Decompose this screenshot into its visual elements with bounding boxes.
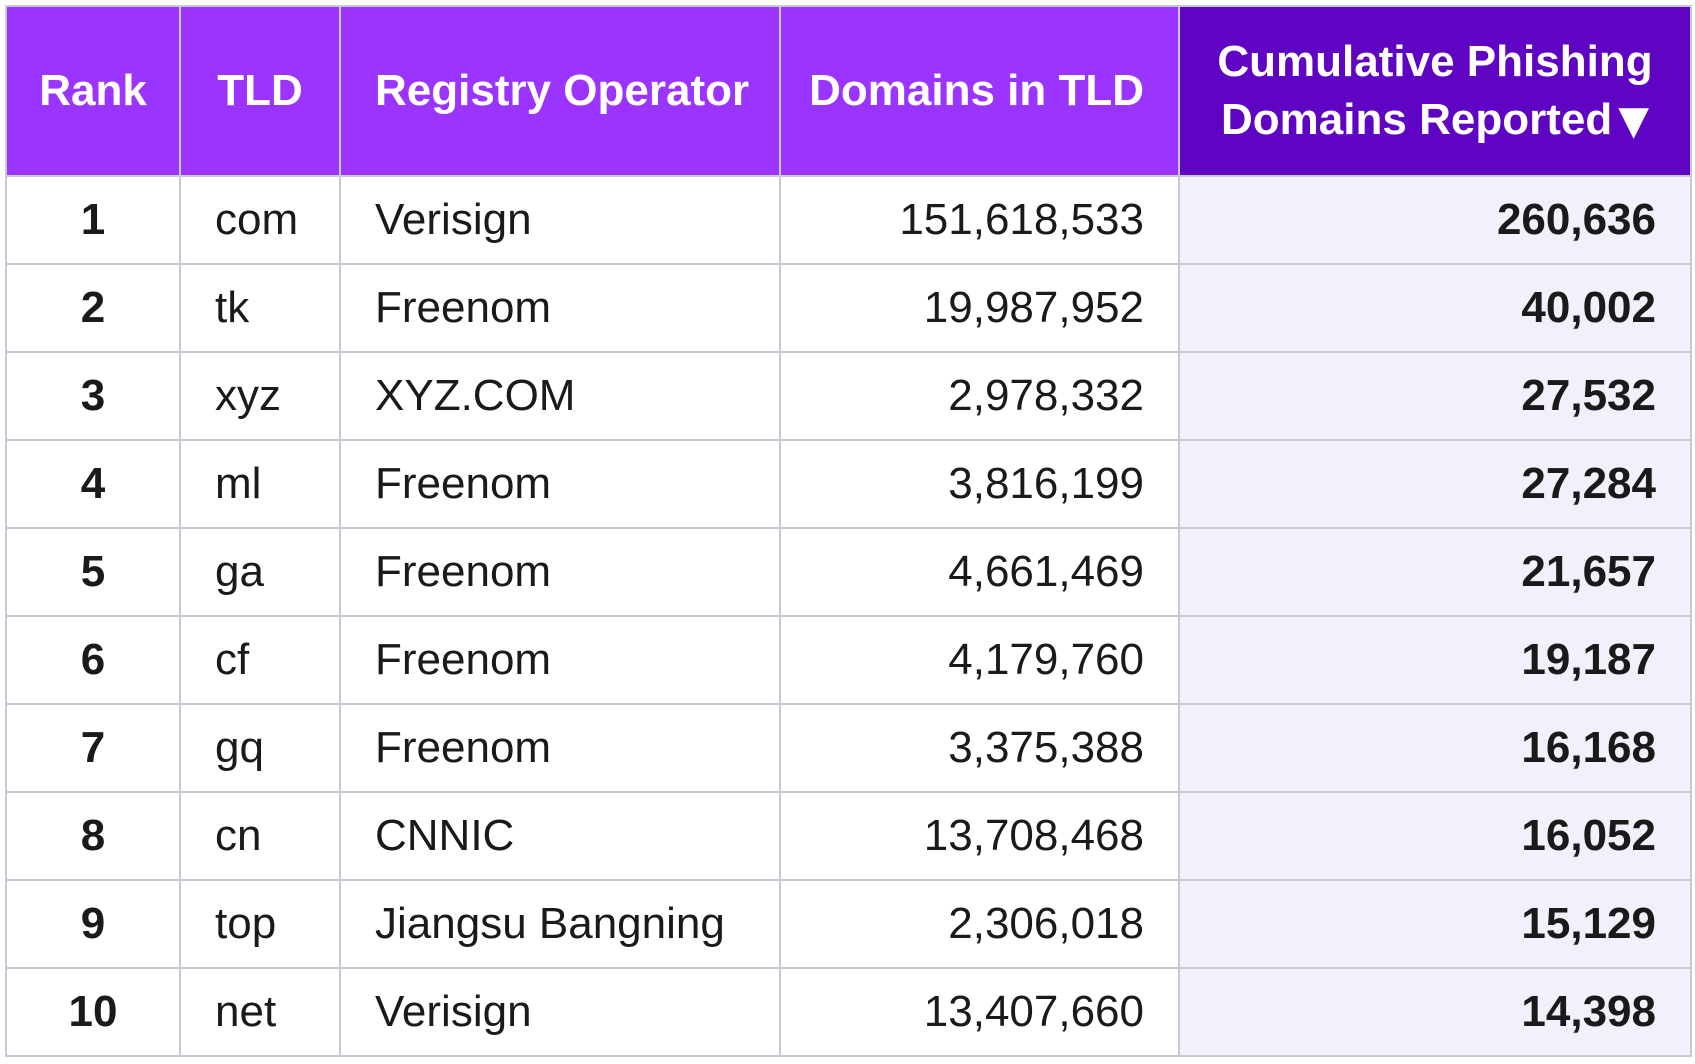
table-header: Rank TLD Registry Operator Domains in TL… xyxy=(5,5,1692,177)
cell-cumulative-phishing: 16,052 xyxy=(1178,791,1692,881)
cell-rank: 2 xyxy=(5,263,181,353)
cell-registry-operator: Verisign xyxy=(339,175,781,265)
table-row: 5 ga Freenom 4,661,469 21,657 xyxy=(5,527,1692,617)
table-row: 1 com Verisign 151,618,533 260,636 xyxy=(5,175,1692,265)
tld-phishing-table: Rank TLD Registry Operator Domains in TL… xyxy=(5,5,1692,1057)
tld-phishing-table-container: Rank TLD Registry Operator Domains in TL… xyxy=(5,5,1692,1057)
cell-cumulative-phishing: 19,187 xyxy=(1178,615,1692,705)
column-header-rank[interactable]: Rank xyxy=(5,5,181,177)
cell-tld: cf xyxy=(179,615,341,705)
cell-rank: 10 xyxy=(5,967,181,1057)
cell-domains-in-tld: 19,987,952 xyxy=(779,263,1180,353)
column-header-cumulative-phishing[interactable]: Cumulative Phishing Domains Reported ▼ xyxy=(1178,5,1692,177)
cell-tld: tk xyxy=(179,263,341,353)
cell-cumulative-phishing: 16,168 xyxy=(1178,703,1692,793)
table-row: 3 xyz XYZ.COM 2,978,332 27,532 xyxy=(5,351,1692,441)
cell-tld: cn xyxy=(179,791,341,881)
cell-rank: 8 xyxy=(5,791,181,881)
cell-cumulative-phishing: 27,532 xyxy=(1178,351,1692,441)
cell-domains-in-tld: 4,661,469 xyxy=(779,527,1180,617)
cell-domains-in-tld: 4,179,760 xyxy=(779,615,1180,705)
cell-rank: 7 xyxy=(5,703,181,793)
cell-domains-in-tld: 13,407,660 xyxy=(779,967,1180,1057)
cell-tld: gq xyxy=(179,703,341,793)
cell-domains-in-tld: 3,816,199 xyxy=(779,439,1180,529)
cell-rank: 9 xyxy=(5,879,181,969)
cell-cumulative-phishing: 27,284 xyxy=(1178,439,1692,529)
column-header-tld[interactable]: TLD xyxy=(179,5,341,177)
cell-rank: 1 xyxy=(5,175,181,265)
cell-registry-operator: Freenom xyxy=(339,703,781,793)
cell-tld: com xyxy=(179,175,341,265)
column-header-registry-operator[interactable]: Registry Operator xyxy=(339,5,781,177)
cell-tld: xyz xyxy=(179,351,341,441)
table-row: 6 cf Freenom 4,179,760 19,187 xyxy=(5,615,1692,705)
cell-cumulative-phishing: 40,002 xyxy=(1178,263,1692,353)
cell-cumulative-phishing: 14,398 xyxy=(1178,967,1692,1057)
cell-domains-in-tld: 151,618,533 xyxy=(779,175,1180,265)
cell-tld: ml xyxy=(179,439,341,529)
cell-domains-in-tld: 13,708,468 xyxy=(779,791,1180,881)
cell-registry-operator: XYZ.COM xyxy=(339,351,781,441)
table-row: 8 cn CNNIC 13,708,468 16,052 xyxy=(5,791,1692,881)
column-header-cumulative-phishing-label: Cumulative Phishing Domains Reported xyxy=(1217,36,1653,144)
cell-rank: 3 xyxy=(5,351,181,441)
cell-registry-operator: Jiangsu Bangning xyxy=(339,879,781,969)
cell-registry-operator: Freenom xyxy=(339,527,781,617)
table-body: 1 com Verisign 151,618,533 260,636 2 tk Freenom… xyxy=(5,175,1692,1057)
cell-tld: ga xyxy=(179,527,341,617)
cell-domains-in-tld: 2,306,018 xyxy=(779,879,1180,969)
table-row: 4 ml Freenom 3,816,199 27,284 xyxy=(5,439,1692,529)
cell-tld: top xyxy=(179,879,341,969)
table-row: 2 tk Freenom 19,987,952 40,002 xyxy=(5,263,1692,353)
cell-registry-operator: CNNIC xyxy=(339,791,781,881)
cell-registry-operator: Freenom xyxy=(339,615,781,705)
cell-cumulative-phishing: 260,636 xyxy=(1178,175,1692,265)
header-row: Rank TLD Registry Operator Domains in TL… xyxy=(5,5,1692,177)
table-row: 7 gq Freenom 3,375,388 16,168 xyxy=(5,703,1692,793)
cell-tld: net xyxy=(179,967,341,1057)
cell-registry-operator: Freenom xyxy=(339,263,781,353)
cell-cumulative-phishing: 21,657 xyxy=(1178,527,1692,617)
cell-rank: 6 xyxy=(5,615,181,705)
cell-cumulative-phishing: 15,129 xyxy=(1178,879,1692,969)
column-header-domains-in-tld[interactable]: Domains in TLD xyxy=(779,5,1180,177)
cell-rank: 4 xyxy=(5,439,181,529)
cell-domains-in-tld: 3,375,388 xyxy=(779,703,1180,793)
cell-registry-operator: Verisign xyxy=(339,967,781,1057)
table-row: 9 top Jiangsu Bangning 2,306,018 15,129 xyxy=(5,879,1692,969)
cell-rank: 5 xyxy=(5,527,181,617)
table-row: 10 net Verisign 13,407,660 14,398 xyxy=(5,967,1692,1057)
cell-registry-operator: Freenom xyxy=(339,439,781,529)
cell-domains-in-tld: 2,978,332 xyxy=(779,351,1180,441)
sort-descending-icon[interactable]: ▼ xyxy=(1618,97,1649,144)
